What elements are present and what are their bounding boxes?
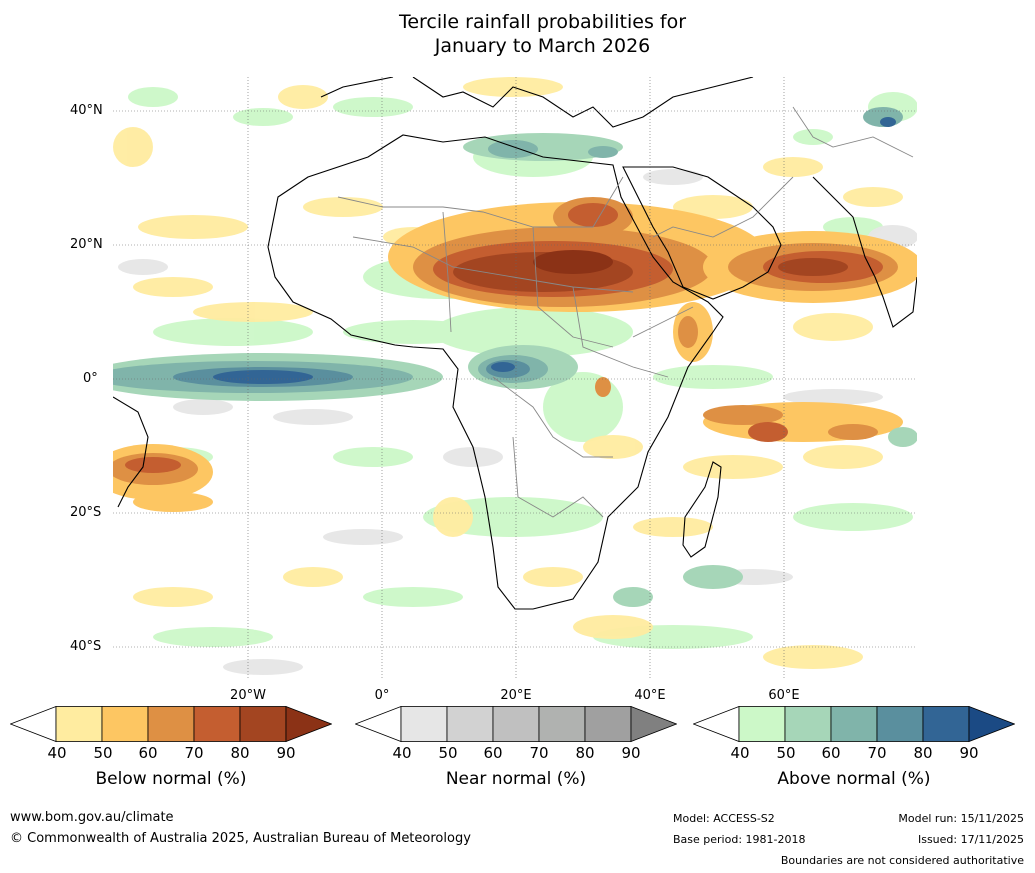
above-normal-tick-90: 90 [959, 744, 979, 762]
map-title-line2: January to March 2026 [434, 35, 651, 57]
above-normal-tick-50: 50 [776, 744, 796, 762]
below-normal-tick-90: 90 [276, 744, 296, 762]
near-normal-colorbar-min-extend [355, 706, 402, 743]
above-normal-label: Above normal (%) [777, 769, 931, 789]
below-normal-tick-60: 60 [138, 744, 158, 762]
near-normal-tick-60: 60 [483, 744, 503, 762]
below-normal-sahel-region [388, 197, 768, 312]
near-normal-colorbar-bin-5 [584, 706, 632, 742]
above-normal-south-indian-ocean-region [613, 107, 917, 607]
lon-label-60e: 60°E [768, 688, 800, 703]
lon-label-20e: 20°E [500, 688, 532, 703]
lon-label-40e: 40°E [634, 688, 666, 703]
above-normal-tick-80: 80 [913, 744, 933, 762]
coastlines [113, 77, 917, 610]
above-normal-equatorial-atlantic-region [113, 353, 443, 401]
below-normal-tick-70: 70 [184, 744, 204, 762]
below-normal-light-areas [113, 77, 903, 669]
near-normal-colorbar-bin-3 [492, 706, 540, 742]
model-run-date: Model run: 15/11/2025 [898, 812, 1024, 825]
below-normal-colorbar-bin-4 [193, 706, 241, 742]
near-normal-colorbar-bin-4 [538, 706, 586, 742]
africa-coastline [267, 134, 724, 610]
above-normal-congo-region [468, 345, 578, 389]
lat-label-40s: 40°S [70, 639, 102, 654]
above-normal-colorbar [693, 706, 1015, 743]
near-normal-colorbar-max-extend [630, 706, 677, 743]
near-normal-colorbar-bin-2 [446, 706, 494, 742]
boundaries-disclaimer: Boundaries are not considered authoritat… [780, 854, 1024, 867]
rainfall-probability-map [113, 77, 917, 680]
near-normal-tick-80: 80 [575, 744, 595, 762]
lat-label-20s: 20°S [70, 505, 102, 520]
arabia-coastline [622, 166, 782, 300]
near-normal-label: Near normal (%) [445, 769, 587, 789]
near-normal-tick-40: 40 [392, 744, 412, 762]
above-normal-colorbar-max-extend [968, 706, 1015, 743]
below-normal-south-atlantic-region [113, 444, 213, 512]
website-link[interactable]: www.bom.gov.au/climate [10, 810, 174, 825]
model-name: Model: ACCESS-S2 [673, 812, 775, 825]
above-normal-tick-70: 70 [867, 744, 887, 762]
above-normal-colorbar-bin-5 [922, 706, 970, 742]
lat-label-20n: 20°N [70, 237, 103, 252]
above-normal-colorbar-min-extend [693, 706, 740, 743]
south-america-coastline [113, 396, 149, 508]
lat-label-40n: 40°N [70, 103, 103, 118]
below-normal-colorbar [10, 706, 332, 743]
country-borders [337, 106, 914, 518]
below-normal-tick-40: 40 [47, 744, 67, 762]
above-normal-tick-40: 40 [730, 744, 750, 762]
map-title-line1: Tercile rainfall probabilities for [398, 11, 687, 33]
map-title: Tercile rainfall probabilities for Janua… [0, 10, 1035, 58]
europe-coastline [320, 77, 754, 128]
below-normal-indian-ocean-region [703, 402, 903, 442]
lon-label-0: 0° [374, 688, 390, 703]
madagascar-coastline [682, 461, 722, 558]
below-normal-colorbar-bin-5 [239, 706, 287, 742]
near-normal-tick-90: 90 [621, 744, 641, 762]
below-normal-label: Below normal (%) [95, 769, 247, 789]
above-normal-colorbar-bin-4 [876, 706, 924, 742]
above-normal-colorbar-bin-1 [738, 706, 786, 742]
above-normal-colorbar-bin-3 [830, 706, 878, 742]
above-normal-mediterranean-region [463, 133, 623, 161]
near-normal-tick-50: 50 [438, 744, 458, 762]
below-normal-tick-50: 50 [93, 744, 113, 762]
south-asia-coastline [812, 176, 917, 328]
below-normal-tick-80: 80 [230, 744, 250, 762]
near-normal-tick-70: 70 [529, 744, 549, 762]
above-normal-colorbar-bin-2 [784, 706, 832, 742]
near-normal-colorbar-bin-1 [400, 706, 448, 742]
copyright-notice: © Commonwealth of Australia 2025, Austra… [10, 831, 471, 846]
below-normal-colorbar-bin-3 [147, 706, 195, 742]
below-normal-colorbar-bin-2 [101, 706, 149, 742]
issued-date: Issued: 17/11/2025 [917, 833, 1024, 846]
above-normal-tick-60: 60 [821, 744, 841, 762]
base-period: Base period: 1981-2018 [673, 833, 806, 846]
below-normal-colorbar-bin-1 [55, 706, 103, 742]
below-normal-colorbar-min-extend [10, 706, 57, 743]
graticule [113, 77, 917, 680]
below-normal-colorbar-max-extend [285, 706, 332, 743]
lon-label-20w: 20°W [230, 688, 266, 703]
below-normal-arabian-sea-region [595, 231, 917, 397]
near-normal-colorbar [355, 706, 677, 743]
lat-label-0: 0° [83, 371, 98, 386]
